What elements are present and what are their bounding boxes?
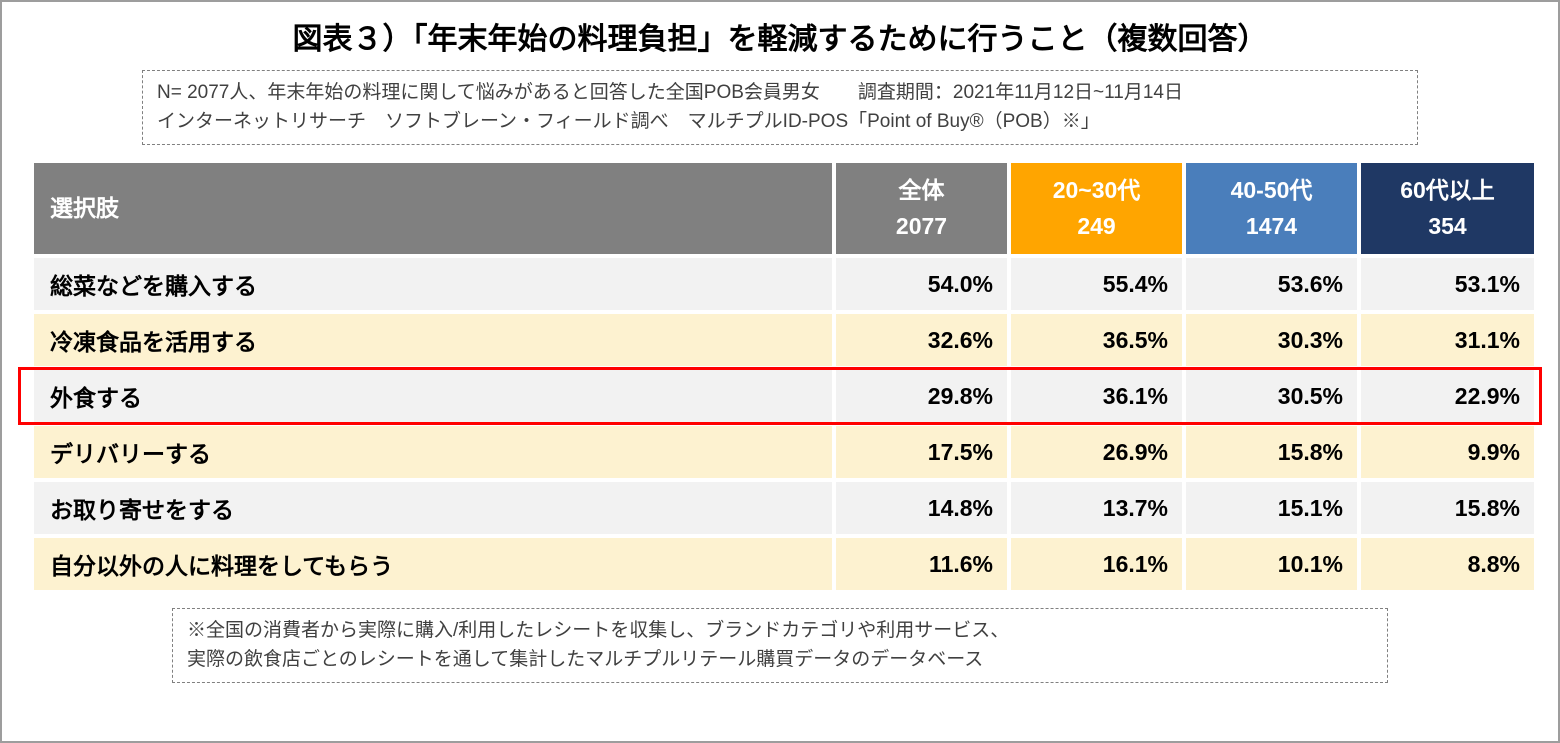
figure-container: 図表３）「年末年始の料理負担」を軽減するために行うこと（複数回答） N= 207… [0, 0, 1560, 743]
column-header-segment: 20~30代249 [1009, 161, 1184, 256]
segment-n: 1474 [1200, 209, 1343, 245]
column-header-segment: 全体2077 [834, 161, 1009, 256]
column-header-label: 選択肢 [34, 161, 834, 256]
segment-label: 20~30代 [1025, 173, 1168, 209]
row-label: デリバリーする [34, 424, 834, 480]
row-value: 36.5% [1009, 312, 1184, 368]
table-header: 選択肢全体207720~30代24940-50代147460代以上354 [34, 161, 1534, 256]
row-value: 9.9% [1359, 424, 1534, 480]
segment-label: 60代以上 [1375, 173, 1520, 209]
row-label: お取り寄せをする [34, 480, 834, 536]
row-value: 22.9% [1359, 368, 1534, 424]
footnote-box: ※全国の消費者から実際に購入/利用したレシートを収集し、ブランドカテゴリや利用サ… [172, 608, 1388, 683]
footnote-line-2: 実際の飲食店ごとのレシートを通して集計したマルチプルリテール購買データのデータベ… [187, 646, 1373, 675]
row-value: 31.1% [1359, 312, 1534, 368]
table-body: 総菜などを購入する54.0%55.4%53.6%53.1%冷凍食品を活用する32… [34, 256, 1534, 592]
row-value: 26.9% [1009, 424, 1184, 480]
row-label: 冷凍食品を活用する [34, 312, 834, 368]
row-value: 15.8% [1359, 480, 1534, 536]
table-row: 総菜などを購入する54.0%55.4%53.6%53.1% [34, 256, 1534, 312]
row-value: 11.6% [834, 536, 1009, 592]
meta-line-2: インターネットリサーチ ソフトブレーン・フィールド調べ マルチプルID-POS「… [157, 108, 1403, 137]
data-table-wrapper: 選択肢全体207720~30代24940-50代147460代以上354 総菜な… [34, 159, 1526, 594]
row-value: 36.1% [1009, 368, 1184, 424]
segment-n: 249 [1025, 209, 1168, 245]
meta-line-1: N= 2077人、年末年始の料理に関して悩みがあると回答した全国POB会員男女 … [157, 79, 1403, 108]
segment-label: 全体 [850, 173, 993, 209]
segment-label: 40-50代 [1200, 173, 1343, 209]
row-label: 外食する [34, 368, 834, 424]
row-value: 15.8% [1184, 424, 1359, 480]
table-row: デリバリーする17.5%26.9%15.8%9.9% [34, 424, 1534, 480]
row-value: 29.8% [834, 368, 1009, 424]
row-label: 総菜などを購入する [34, 256, 834, 312]
row-value: 53.6% [1184, 256, 1359, 312]
table-row: 自分以外の人に料理をしてもらう11.6%16.1%10.1%8.8% [34, 536, 1534, 592]
row-value: 53.1% [1359, 256, 1534, 312]
segment-n: 354 [1375, 209, 1520, 245]
row-value: 13.7% [1009, 480, 1184, 536]
table-row: お取り寄せをする14.8%13.7%15.1%15.8% [34, 480, 1534, 536]
row-label: 自分以外の人に料理をしてもらう [34, 536, 834, 592]
column-header-segment: 60代以上354 [1359, 161, 1534, 256]
row-value: 30.3% [1184, 312, 1359, 368]
row-value: 8.8% [1359, 536, 1534, 592]
segment-n: 2077 [850, 209, 993, 245]
row-value: 16.1% [1009, 536, 1184, 592]
row-value: 30.5% [1184, 368, 1359, 424]
column-header-segment: 40-50代1474 [1184, 161, 1359, 256]
table-row: 冷凍食品を活用する32.6%36.5%30.3%31.1% [34, 312, 1534, 368]
row-value: 14.8% [834, 480, 1009, 536]
row-value: 55.4% [1009, 256, 1184, 312]
figure-title: 図表３）「年末年始の料理負担」を軽減するために行うこと（複数回答） [2, 14, 1558, 58]
row-value: 10.1% [1184, 536, 1359, 592]
data-table: 選択肢全体207720~30代24940-50代147460代以上354 総菜な… [34, 159, 1534, 594]
row-value: 32.6% [834, 312, 1009, 368]
table-row: 外食する29.8%36.1%30.5%22.9% [34, 368, 1534, 424]
row-value: 17.5% [834, 424, 1009, 480]
survey-meta-box: N= 2077人、年末年始の料理に関して悩みがあると回答した全国POB会員男女 … [142, 70, 1418, 145]
footnote-line-1: ※全国の消費者から実際に購入/利用したレシートを収集し、ブランドカテゴリや利用サ… [187, 617, 1373, 646]
row-value: 15.1% [1184, 480, 1359, 536]
row-value: 54.0% [834, 256, 1009, 312]
